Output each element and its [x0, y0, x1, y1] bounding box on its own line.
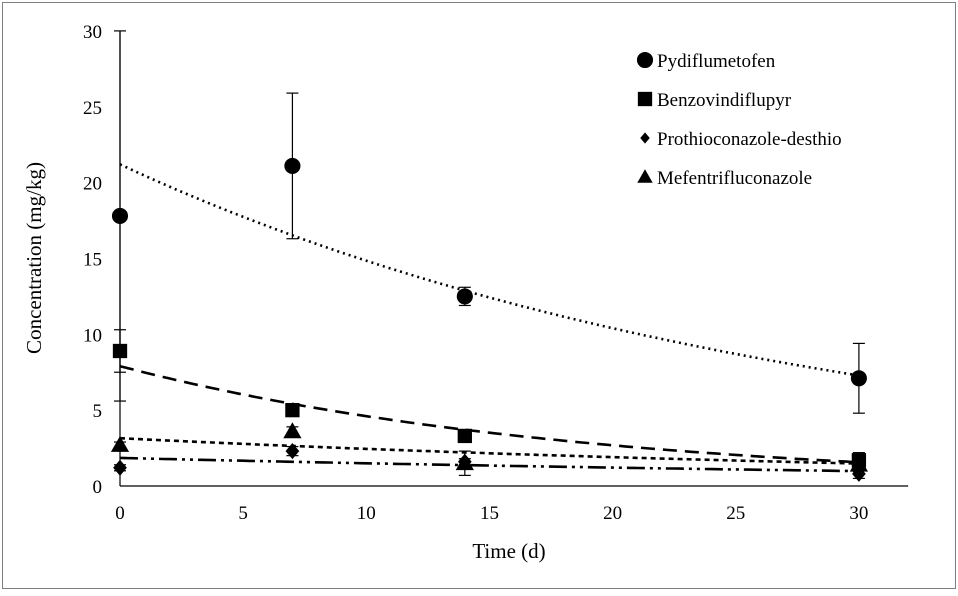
- trendline-mefentrifluconazole: [119, 436, 859, 465]
- y-tick-label: 5: [93, 401, 103, 422]
- data-point-mefentrifluconazole: [455, 454, 474, 471]
- legend-marker-pydiflumetofen: [636, 51, 654, 69]
- legend-marker-mefentrifluconazole: [637, 169, 653, 183]
- x-tick-label: 30: [849, 503, 868, 524]
- x-tick-label: 15: [480, 503, 499, 524]
- x-axis-title: Time (d): [472, 539, 545, 563]
- data-point-prothioconazole-desthio: [113, 459, 127, 476]
- y-axis-title: Concentration (mg/kg): [22, 162, 46, 354]
- legend-label: Mefentrifluconazole: [657, 168, 812, 189]
- data-point-mefentrifluconazole: [849, 455, 868, 472]
- data-point-benzovindiflupyr: [285, 403, 300, 418]
- data-point-prothioconazole-desthio: [852, 465, 866, 482]
- data-point-prothioconazole-desthio: [285, 443, 300, 460]
- x-tick-label: 20: [603, 503, 622, 524]
- x-tick-label: 10: [357, 503, 376, 524]
- trendline-pydiflumetofen: [119, 163, 860, 377]
- x-tick-label: 0: [115, 503, 125, 524]
- data-point-benzovindiflupyr: [457, 428, 472, 444]
- y-tick-label: 15: [83, 249, 102, 270]
- data-point-mefentrifluconazole: [110, 435, 130, 452]
- trendline-prothioconazole-desthio: [119, 456, 859, 473]
- data-point-benzovindiflupyr: [112, 343, 128, 359]
- legend: Pydiflumetofen Benzovindiflupyr Prothiocon…: [636, 51, 842, 189]
- x-tick-label: 5: [238, 503, 248, 524]
- trendline-benzovindiflupyr: [119, 364, 859, 464]
- data-point-mefentrifluconazole: [283, 422, 302, 439]
- y-tick-label: 10: [83, 325, 102, 346]
- legend-label: Pydiflumetofen: [657, 51, 776, 72]
- legend-marker-benzovindiflupyr: [637, 91, 653, 107]
- y-tick-label: 20: [83, 174, 102, 195]
- data-point-pydiflumetofen: [111, 207, 129, 225]
- y-tick-label: 0: [93, 477, 103, 498]
- y-tick-label: 30: [83, 22, 102, 43]
- data-point-pydiflumetofen: [850, 370, 867, 387]
- y-tick-label: 25: [83, 98, 102, 119]
- data-point-pydiflumetofen: [456, 288, 473, 305]
- legend-marker-prothioconazole-desthio: [640, 132, 650, 144]
- plot-area: 0 5 10 15 20 25 30 0 5 10 15 20 25 30: [83, 22, 909, 524]
- legend-label: Prothioconazole-desthio: [657, 129, 842, 150]
- legend-label: Benzovindiflupyr: [657, 90, 792, 111]
- data-point-pydiflumetofen: [284, 157, 301, 174]
- x-tick-label: 25: [726, 503, 745, 524]
